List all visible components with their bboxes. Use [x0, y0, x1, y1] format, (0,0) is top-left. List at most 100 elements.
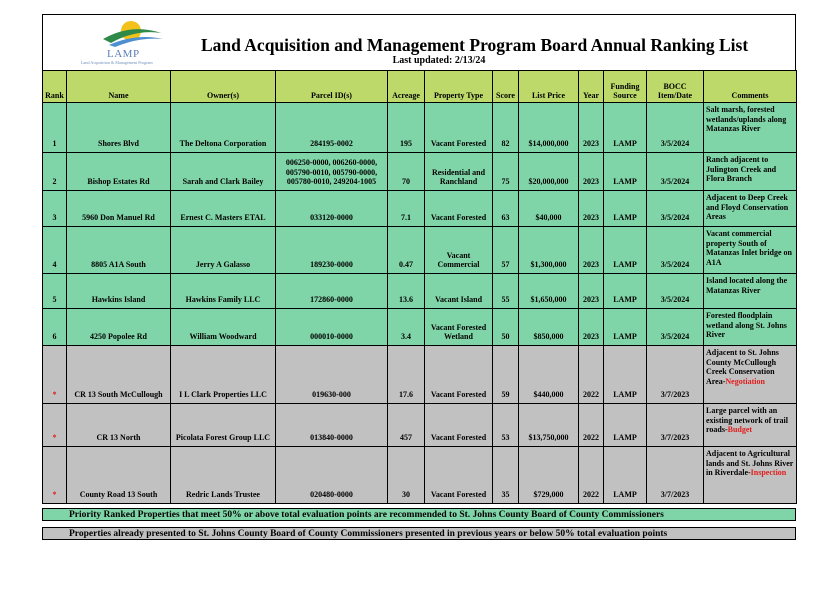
cell-data: Vacant Forested Wetland: [424, 308, 493, 346]
cell-data: 8805 A1A South: [66, 226, 171, 274]
cell-data: $440,000: [518, 345, 579, 404]
cell-data: 284195-0002: [275, 102, 388, 153]
cell-data: Vacant Forested: [424, 190, 493, 227]
table-row: 3 5960 Don Manuel Rd Ernest C. Masters ETA…: [42, 190, 797, 227]
table-row: 4 8805 A1A South Jerry A Galasso 189230-000…: [42, 226, 797, 274]
cell-data: 013840-0000: [275, 403, 388, 447]
comment-status: Negotiation: [725, 376, 765, 386]
column-header: Owner(s): [170, 70, 276, 103]
cell-data: 019630-000: [275, 345, 388, 404]
cell-data: 3/7/2023: [646, 345, 704, 404]
cell-data: LAMP: [603, 273, 647, 309]
cell-comments: Forested floodplain wetland along St. Jo…: [703, 308, 797, 346]
cell-data: 53: [492, 403, 519, 447]
cell-data: 2022: [578, 446, 604, 504]
cell-comments: Island located along the Matanzas River: [703, 273, 797, 309]
cell-data: Vacant Island: [424, 273, 493, 309]
cell-data: Sarah and Clark Bailey: [170, 152, 276, 191]
cell-rank: *: [42, 446, 67, 504]
comment-text: Adjacent to Deep Creek and Floyd Conserv…: [706, 193, 789, 222]
comment-text: Salt marsh, forested wetlands/uplands al…: [706, 105, 787, 134]
ranking-table: Rank Name Owner(s) Parcel ID(s) Acreage Prope…: [42, 70, 797, 504]
cell-rank: 1: [42, 102, 67, 153]
column-header: BOCC Item/Date: [646, 70, 704, 103]
cell-data: Vacant Forested: [424, 345, 493, 404]
cell-data: 2023: [578, 102, 604, 153]
cell-comments: Salt marsh, forested wetlands/uplands al…: [703, 102, 797, 153]
table-row: 5 Hawkins Island Hawkins Family LLC 172860-…: [42, 273, 797, 309]
cell-data: 3/5/2024: [646, 102, 704, 153]
cell-comments: Vacant commercial property South of Mata…: [703, 226, 797, 274]
logo-icon: [103, 21, 163, 47]
cell-data: 3/7/2023: [646, 446, 704, 504]
cell-data: 55: [492, 273, 519, 309]
cell-data: $14,000,000: [518, 102, 579, 153]
cell-data: 30: [387, 446, 425, 504]
cell-data: County Road 13 South: [66, 446, 171, 504]
cell-comments: Ranch adjacent to Julington Creek and Fl…: [703, 152, 797, 191]
cell-data: 000010-0000: [275, 308, 388, 346]
cell-data: Vacant Forested: [424, 446, 493, 504]
column-header: Property Type: [424, 70, 493, 103]
cell-data: 3/7/2023: [646, 403, 704, 447]
cell-data: 3/5/2024: [646, 273, 704, 309]
cell-data: CR 13 North: [66, 403, 171, 447]
cell-data: 63: [492, 190, 519, 227]
cell-data: Vacant Commercial: [424, 226, 493, 274]
table-body: 1 Shores Blvd The Deltona Corporation 28419…: [42, 102, 797, 504]
header-row: Rank Name Owner(s) Parcel ID(s) Acreage Prope…: [42, 70, 797, 103]
cell-data: Vacant Forested: [424, 102, 493, 153]
title: Land Acquisition and Management Program …: [201, 35, 749, 55]
table-row: * CR 13 North Picolata Forest Group LLC 013…: [42, 403, 797, 447]
cell-data: LAMP: [603, 345, 647, 404]
cell-data: 189230-0000: [275, 226, 388, 274]
cell-data: 57: [492, 226, 519, 274]
cell-data: 195: [387, 102, 425, 153]
cell-rank: 5: [42, 273, 67, 309]
cell-rank: 6: [42, 308, 67, 346]
comment-text: Forested floodplain wetland along St. Jo…: [706, 311, 787, 340]
cell-data: 13.6: [387, 273, 425, 309]
table-row: * County Road 13 South Redric Lands Truste…: [42, 446, 797, 504]
table-row: * CR 13 South McCullough I L Clark Propert…: [42, 345, 797, 404]
cell-rank: 3: [42, 190, 67, 227]
subtitle: Last updated: 2/13/24: [392, 55, 486, 66]
cell-data: 2023: [578, 226, 604, 274]
table-row: 1 Shores Blvd The Deltona Corporation 28419…: [42, 102, 797, 153]
cell-rank: *: [42, 345, 67, 404]
cell-rank: *: [42, 403, 67, 447]
comment-text: Large parcel with an existing network of…: [706, 406, 788, 435]
cell-data: Bishop Estates Rd: [66, 152, 171, 191]
header: LAMP Land Acquisition & Management Progr…: [42, 14, 796, 70]
cell-data: $1,300,000: [518, 226, 579, 274]
column-header: List Price: [518, 70, 579, 103]
cell-data: 59: [492, 345, 519, 404]
cell-data: William Woodward: [170, 308, 276, 346]
cell-data: 17.6: [387, 345, 425, 404]
cell-rank: 2: [42, 152, 67, 191]
comment-text: Vacant commercial property South of Mata…: [706, 229, 792, 267]
cell-data: 172860-0000: [275, 273, 388, 309]
legend-gray: Properties already presented to St. John…: [42, 527, 796, 540]
column-header: Acreage: [387, 70, 425, 103]
cell-data: $20,000,000: [518, 152, 579, 191]
column-header: Rank: [42, 70, 67, 103]
cell-data: 2023: [578, 273, 604, 309]
column-header: Year: [578, 70, 604, 103]
comment-text: Adjacent to Agricultural lands and St. J…: [706, 449, 794, 478]
cell-data: Redric Lands Trustee: [170, 446, 276, 504]
cell-comments: Large parcel with an existing network of…: [703, 403, 797, 447]
cell-rank: 4: [42, 226, 67, 274]
column-header: Funding Source: [603, 70, 647, 103]
column-header: Parcel ID(s): [275, 70, 388, 103]
cell-data: 2023: [578, 190, 604, 227]
comment-text: Island located along the Matanzas River: [706, 276, 788, 295]
cell-data: 4250 Popolee Rd: [66, 308, 171, 346]
cell-data: 006250-0000, 006260-0000, 005790-0010, 0…: [275, 152, 388, 191]
cell-data: 75: [492, 152, 519, 191]
comment-text: Adjacent to St. Johns County McCullough …: [706, 348, 779, 386]
cell-data: 3/5/2024: [646, 308, 704, 346]
cell-data: Hawkins Family LLC: [170, 273, 276, 309]
cell-data: Picolata Forest Group LLC: [170, 403, 276, 447]
table-row: 6 4250 Popolee Rd William Woodward 000010-0…: [42, 308, 797, 346]
